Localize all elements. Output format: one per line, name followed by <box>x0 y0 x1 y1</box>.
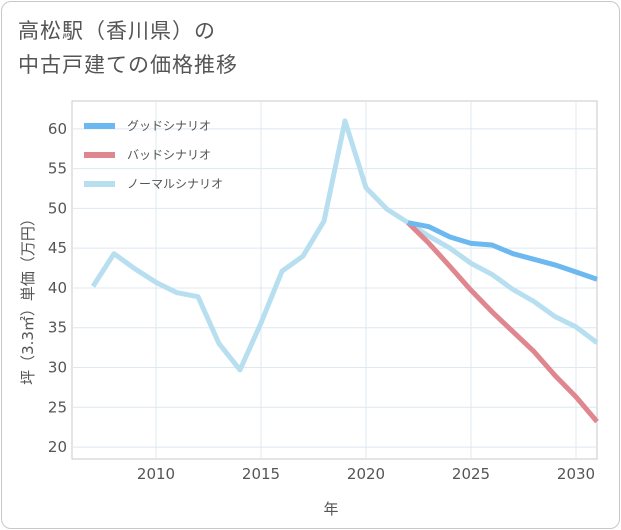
y-tick-label-45: 45 <box>48 239 67 257</box>
x-tick-label-2010: 2010 <box>137 465 175 483</box>
series-line-bad <box>406 220 599 424</box>
x-tick-label-2020: 2020 <box>347 465 385 483</box>
x-tick-label-2025: 2025 <box>452 465 490 483</box>
x-tick-label-2015: 2015 <box>242 465 280 483</box>
grid <box>72 101 597 459</box>
chart-title: 高松駅（香川県）の 中古戸建ての価格推移 <box>18 14 238 82</box>
legend-label-normal: ノーマルシナリオ <box>127 177 223 191</box>
legend-label-bad: バッドシナリオ <box>127 148 211 162</box>
x-tick-label-2030: 2030 <box>557 465 595 483</box>
y-tick-label-55: 55 <box>48 160 67 178</box>
y-tick-label-35: 35 <box>48 319 67 337</box>
x-axis-label: 年 <box>323 500 338 518</box>
y-tick-label-50: 50 <box>48 199 67 217</box>
y-axis-label: 坪（3.3㎡）単価（万円） <box>19 211 37 385</box>
y-tick-label-25: 25 <box>48 398 67 416</box>
y-tick-label-60: 60 <box>48 120 67 138</box>
series-line-normal <box>90 118 599 373</box>
legend-label-good: グッドシナリオ <box>127 119 211 133</box>
chart-title-line-1: 高松駅（香川県）の <box>18 19 216 43</box>
y-tick-label-30: 30 <box>48 359 67 377</box>
series-line-good <box>407 220 598 282</box>
series-lines <box>90 118 599 424</box>
x-axis-ticks: 2010 2015 2020 2025 2030 <box>137 465 595 483</box>
y-axis-ticks: 20 25 30 35 40 45 50 55 60 <box>48 120 67 456</box>
chart-title-line-2: 中古戸建ての価格推移 <box>18 53 238 77</box>
y-tick-label-20: 20 <box>48 438 67 456</box>
y-tick-label-40: 40 <box>48 279 67 297</box>
